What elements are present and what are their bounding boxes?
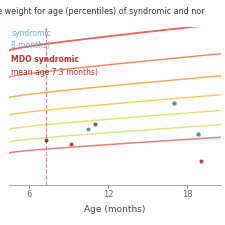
Text: mean age 7.3 months): mean age 7.3 months)	[11, 68, 98, 77]
Point	[93, 122, 97, 126]
Point	[69, 143, 73, 146]
Point	[86, 127, 90, 130]
Point	[44, 138, 48, 142]
X-axis label: Age (months): Age (months)	[84, 205, 145, 214]
Point	[199, 159, 202, 163]
Text: ge weight for age (percentiles) of syndromic and nor: ge weight for age (percentiles) of syndr…	[0, 7, 205, 16]
Text: 8 months): 8 months)	[11, 41, 50, 50]
Text: syndromic: syndromic	[11, 29, 51, 38]
Text: MDO syndromic: MDO syndromic	[11, 55, 79, 64]
Point	[196, 132, 200, 136]
Point	[172, 101, 176, 105]
